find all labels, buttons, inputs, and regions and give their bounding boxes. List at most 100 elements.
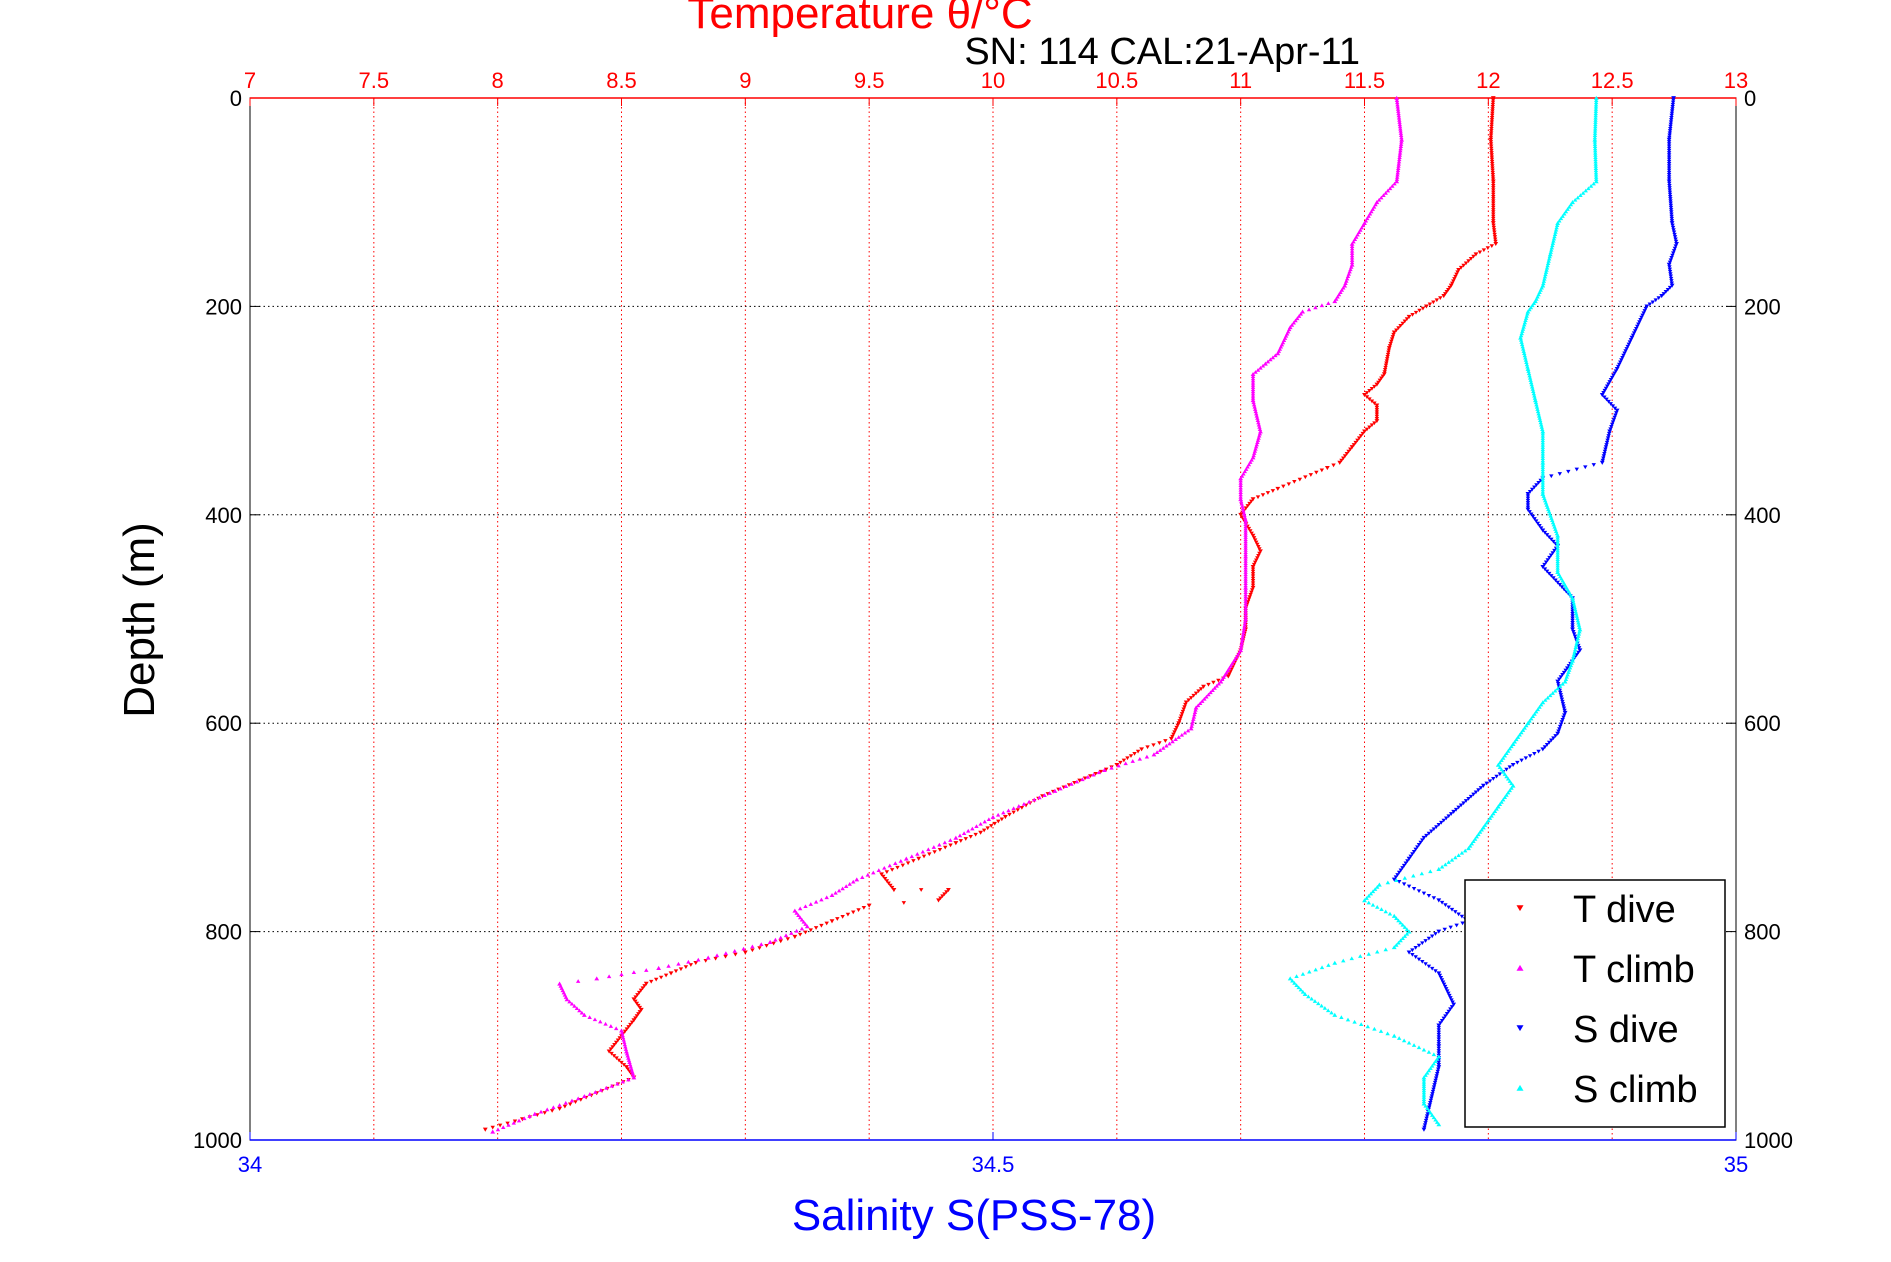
- data-point-interp: [1524, 362, 1530, 367]
- data-point-interp: [1421, 1097, 1427, 1101]
- temperature-tick-label: 11.5: [1344, 68, 1385, 93]
- data-point-interp: [1421, 891, 1427, 896]
- data-point-interp: [1500, 755, 1506, 760]
- data-point-interp: [1525, 496, 1531, 501]
- data-point-interp: [1239, 499, 1244, 504]
- data-point-interp: [1463, 848, 1468, 853]
- data-point-interp: [1171, 732, 1176, 737]
- data-point-interp: [1349, 248, 1355, 253]
- data-point-interp: [1586, 186, 1591, 191]
- data-point-interp: [1668, 194, 1673, 199]
- data-point-interp: [1026, 799, 1032, 804]
- data-point-interp: [1398, 128, 1403, 133]
- depth-tick-label-right: 1000: [1744, 1128, 1793, 1153]
- data-point-interp: [613, 1026, 619, 1031]
- data-point-interp: [630, 1071, 635, 1075]
- data-point-interp: [1561, 704, 1566, 709]
- data-point-interp: [616, 1058, 622, 1063]
- data-point-interp: [895, 865, 900, 870]
- data-point-interp: [1505, 776, 1511, 781]
- data-point-interp: [1212, 686, 1217, 690]
- data-point-interp: [1254, 413, 1259, 418]
- data-point-interp: [1349, 258, 1355, 262]
- data-point-interp: [1667, 269, 1673, 274]
- data-point-interp: [797, 932, 803, 937]
- data-point-interp: [1468, 794, 1474, 799]
- data-point-interp: [623, 1047, 629, 1051]
- data-point-interp: [1379, 907, 1384, 912]
- data-point-interp: [1669, 111, 1675, 116]
- data-point-interp: [1432, 1080, 1438, 1085]
- data-point-interp: [1379, 376, 1384, 381]
- data-point-interp: [1348, 447, 1353, 452]
- data-point-interp: [986, 817, 992, 822]
- data-point-interp: [1489, 129, 1494, 133]
- data-point-interp: [1396, 115, 1402, 120]
- data-point: [1139, 747, 1144, 752]
- data-point-interp: [1575, 616, 1580, 621]
- data-point-interp: [569, 1098, 575, 1103]
- data-point-interp: [1386, 350, 1391, 355]
- data-point-interp: [1037, 795, 1042, 800]
- data-point-interp: [1173, 737, 1178, 742]
- data-point-interp: [1668, 122, 1673, 127]
- data-point-interp: [1243, 574, 1248, 579]
- data-point-interp: [1243, 541, 1248, 546]
- data-point-interp: [989, 824, 994, 828]
- data-point-interp: [1431, 1061, 1437, 1066]
- data-point-interp: [1433, 969, 1438, 973]
- data-point-interp: [1571, 629, 1576, 634]
- data-point-interp: [1246, 526, 1252, 531]
- data-point-interp: [1121, 758, 1127, 763]
- data-point-interp: [1443, 862, 1448, 867]
- data-point-interp: [1525, 501, 1531, 505]
- data-point-interp: [1374, 410, 1380, 415]
- data-point-interp: [1666, 155, 1672, 160]
- data-point-interp: [1395, 873, 1400, 877]
- data-point-interp: [1602, 388, 1607, 393]
- data-point-interp: [606, 974, 612, 979]
- data-point-interp: [1489, 115, 1495, 120]
- data-point-interp: [1540, 489, 1546, 494]
- data-point-interp: [1433, 1076, 1439, 1081]
- chart-subtitle: SN: 114 CAL:21-Apr-11: [964, 31, 1360, 73]
- data-point-interp: [1569, 594, 1574, 598]
- data-point-interp: [819, 923, 824, 928]
- data-point-interp: [1192, 710, 1198, 714]
- data-point-interp: [1559, 697, 1565, 702]
- data-point-interp: [1395, 174, 1400, 179]
- data-point: [1666, 179, 1672, 184]
- data-point-interp: [1519, 758, 1524, 763]
- data-point-interp: [1540, 440, 1546, 445]
- data-point-interp: [1368, 891, 1374, 896]
- data-point-interp: [1436, 1030, 1441, 1035]
- data-point-interp: [794, 911, 799, 915]
- data-point-interp: [1439, 864, 1445, 869]
- data-point-interp: [1556, 729, 1561, 734]
- data-point-interp: [696, 957, 701, 962]
- data-point-interp: [1456, 853, 1461, 857]
- data-point-interp: [1509, 781, 1514, 786]
- data-point-interp: [1415, 845, 1420, 850]
- data-point-interp: [563, 995, 569, 999]
- data-point-interp: [1250, 396, 1256, 400]
- data-point-interp: [1243, 583, 1248, 588]
- data-point-interp: [1507, 746, 1512, 751]
- data-point-interp: [1109, 765, 1114, 770]
- data-point-interp: [1423, 1103, 1428, 1108]
- data-point-interp: [1604, 443, 1609, 447]
- data-point-interp: [1260, 493, 1266, 497]
- data-point-interp: [1281, 484, 1286, 489]
- data-point-interp: [1247, 595, 1252, 599]
- data-point-interp: [1667, 188, 1672, 193]
- data-point-interp: [1450, 1000, 1455, 1005]
- data-point-interp: [1507, 779, 1512, 783]
- data-point-interp: [1239, 474, 1245, 478]
- data-point-interp: [1554, 223, 1560, 228]
- depth-tick-label-right: 800: [1744, 920, 1781, 945]
- data-point-interp: [1527, 307, 1532, 312]
- data-point-interp: [1351, 443, 1357, 447]
- data-point-interp: [1606, 431, 1612, 436]
- data-point-interp: [1448, 925, 1453, 930]
- data-point-interp: [1431, 1085, 1437, 1090]
